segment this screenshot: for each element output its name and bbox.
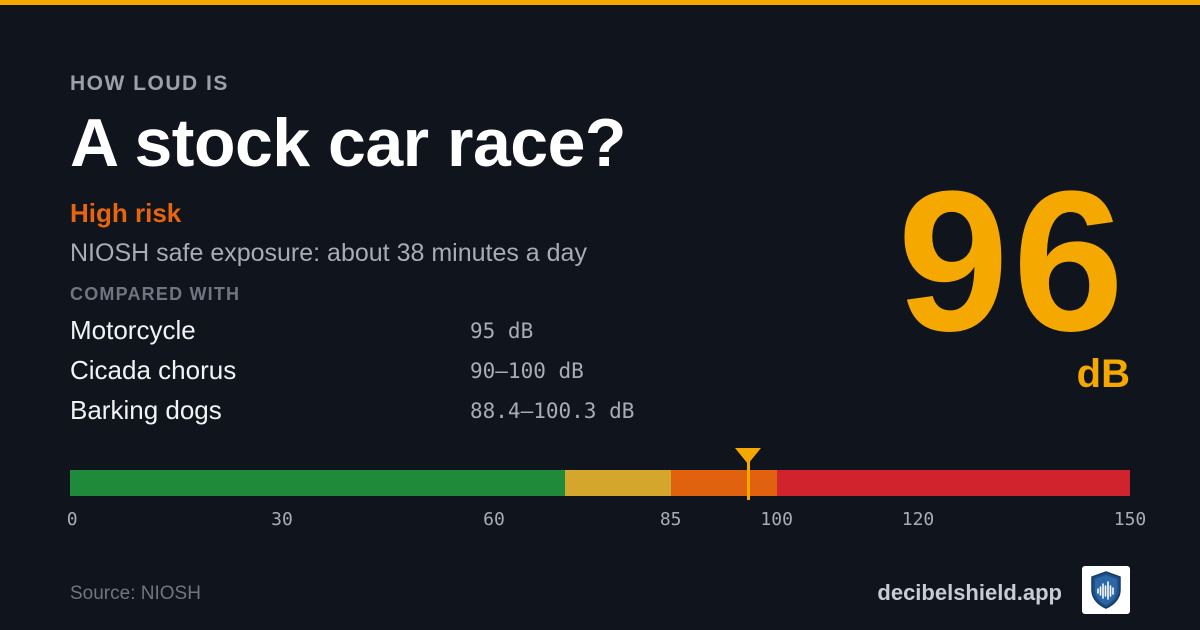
eyebrow-label: HOW LOUD IS [70,72,229,95]
comparison-value: 90–100 dB [470,359,584,383]
brand-name: decibelshield.app [877,580,1062,605]
risk-level: High risk [70,198,182,228]
scale-tick-label: 120 [901,509,935,530]
scale-tick-label: 150 [1113,509,1147,530]
scale-segment [564,470,671,496]
scale-segment [776,470,1130,496]
comparison-row: Cicada chorus 90–100 dB [70,355,770,387]
comparison-row: Barking dogs 88.4–100.3 dB [70,395,770,427]
comparison-name: Cicada chorus [70,355,237,385]
safe-exposure-text: NIOSH safe exposure: about 38 minutes a … [70,239,587,267]
page-title: A stock car race? [70,105,626,181]
scale-tick-label: 60 [483,509,505,530]
source-note: Source: NIOSH [70,583,201,604]
scale-segment [670,470,777,496]
compared-with-label: COMPARED WITH [70,284,241,304]
scale-tick-label: 100 [760,509,793,530]
comparison-name: Barking dogs [70,395,222,425]
marker-triangle-icon [735,448,762,464]
loudness-scale-bar [70,470,1130,496]
comparison-value: 95 dB [470,319,534,343]
scale-tick-label: 85 [659,509,682,530]
scale-marker [746,458,750,500]
comparison-value: 88.4–100.3 dB [470,399,635,423]
comparison-row: Motorcycle 95 dB [70,315,770,347]
scale-segment [70,470,565,496]
decibel-unit: dB [1076,352,1130,396]
scale-tick-label: 0 [66,509,78,530]
top-accent-bar [0,0,1200,5]
scale-tick-label: 30 [271,509,293,530]
shield-soundwave-icon [1082,566,1130,614]
decibel-reading: 96 [897,150,1128,373]
comparison-name: Motorcycle [70,315,196,345]
